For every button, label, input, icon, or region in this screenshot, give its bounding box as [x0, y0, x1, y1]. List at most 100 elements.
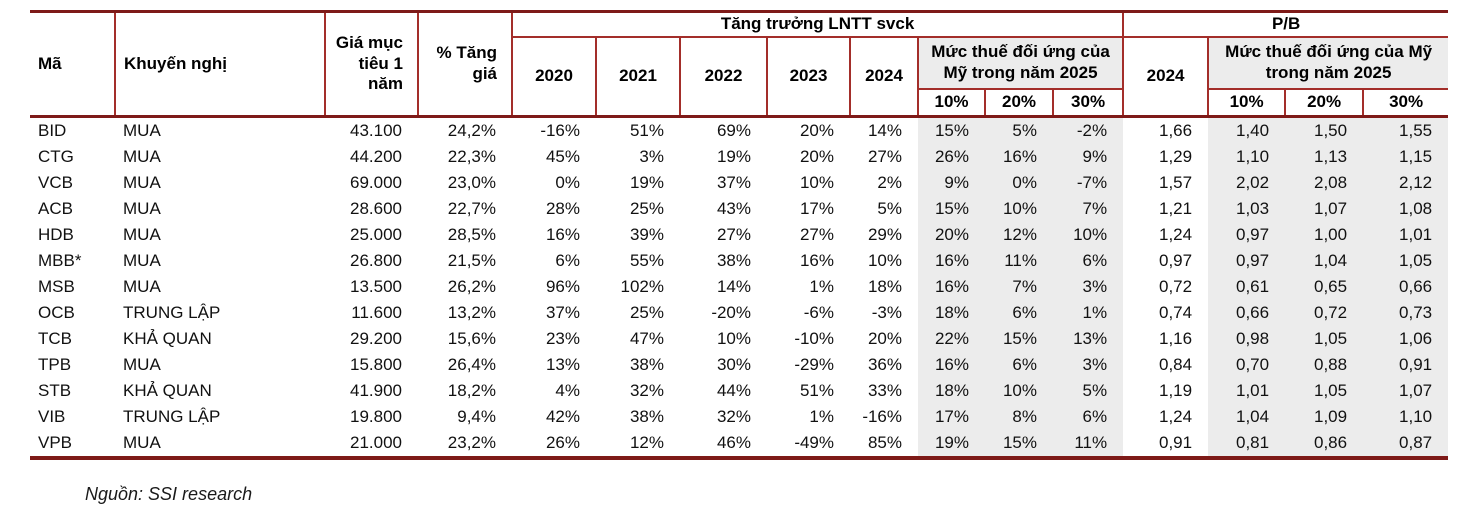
- cell-pb-tariff-10: 1,40: [1208, 115, 1286, 145]
- cell-ticker: CTG: [38, 147, 74, 167]
- cell-target-price: 28.600: [350, 199, 402, 219]
- table-row: HDB MUA 25.000 28,5% 16% 39% 27% 27% 29% 20% 12% 10…: [30, 222, 1449, 249]
- cell-growth-2020: -16%: [512, 115, 596, 145]
- col-header-growth-tariff-30: 30%: [1051, 87, 1125, 118]
- cell-pb-tariff-30: 1,05: [1363, 248, 1449, 275]
- cell-pb-tariff-30: 1,06: [1363, 326, 1449, 353]
- cell-recommendation: MUA: [123, 251, 161, 271]
- col-group-pb: P/B: [1122, 9, 1449, 38]
- cell-growth-2024: 14%: [850, 115, 918, 145]
- cell-ticker: VIB: [38, 407, 66, 427]
- cell-growth-2020: 42%: [545, 407, 580, 427]
- cell-growth-tariff-30: 10%: [1053, 222, 1124, 249]
- cell-pb-tariff-10: 1,03: [1208, 196, 1286, 223]
- cell-growth-2023: -6%: [803, 303, 834, 323]
- table-row: ACB MUA 28.600 22,7% 28% 25% 43% 17% 5% 15% 10% 7% 1…: [30, 196, 1449, 223]
- cell-target-price: 44.200: [350, 147, 402, 167]
- cell-growth-tariff-10: 9%: [918, 170, 985, 197]
- cell-growth-2020: 13%: [545, 355, 580, 375]
- header-row-years: 2020 2021 2022 2023 2024 Mức thuế đối ứn…: [30, 35, 1449, 118]
- cell-growth-tariff-10: 20%: [918, 222, 985, 249]
- cell-upside: 23,2%: [418, 430, 512, 461]
- cell-growth-2021: 102%: [620, 277, 664, 297]
- cell-pb-tariff-20: 1,05: [1285, 326, 1364, 353]
- cell-pb-tariff-30: 0,91: [1363, 352, 1449, 379]
- cell-growth-2021: 19%: [629, 173, 664, 193]
- cell-pb-2024: 0,91: [1123, 430, 1209, 461]
- cell-pb-tariff-10: 0,66: [1208, 300, 1286, 327]
- cell-growth-tariff-10: 15%: [918, 115, 985, 145]
- pb-tariff-label: Mức thuế đối ứng của Mỹ trong năm 2025: [1207, 35, 1449, 90]
- cell-pb-tariff-20: 1,07: [1285, 196, 1364, 223]
- cell-growth-2024: -16%: [862, 407, 902, 427]
- table-row: TCB KHẢ QUAN 29.200 15,6% 23% 47% 10% -10% 20% 22…: [30, 326, 1449, 353]
- cell-recommendation: TRUNG LẬP: [123, 303, 221, 323]
- cell-growth-tariff-20: 6%: [985, 300, 1053, 327]
- cell-pb-tariff-20: 0,72: [1285, 300, 1364, 327]
- cell-growth-2023: 1%: [809, 277, 834, 297]
- col-group-growth: Tăng trưởng LNTT svck: [510, 9, 1125, 38]
- cell-growth-tariff-10: 22%: [918, 326, 985, 353]
- cell-growth-2024: 20%: [867, 329, 902, 349]
- cell-growth-2021: 3%: [639, 147, 664, 167]
- cell-pb-tariff-30: 1,55: [1363, 115, 1449, 145]
- cell-growth-2020: 6%: [555, 251, 580, 271]
- cell-growth-2021: 25%: [629, 199, 664, 219]
- col-header-year-2022: 2022: [679, 35, 768, 118]
- cell-upside: 21,5%: [447, 251, 496, 271]
- cell-growth-2020: 0%: [555, 173, 580, 193]
- cell-growth-tariff-30: 6%: [1053, 248, 1124, 275]
- cell-pb-2024: 0,72: [1159, 277, 1193, 297]
- col-header-ticker: Mã: [30, 9, 116, 118]
- cell-growth-2023: -10%: [794, 329, 834, 349]
- cell-pb-tariff-30: 0,73: [1363, 300, 1449, 327]
- cell-growth-2021: 47%: [629, 329, 664, 349]
- cell-growth-2022: 32%: [716, 407, 751, 427]
- cell-ticker: TCB: [38, 329, 72, 349]
- cell-pb-tariff-30: 1,15: [1363, 144, 1449, 171]
- cell-growth-tariff-30: 13%: [1053, 326, 1124, 353]
- cell-growth-2024: 33%: [867, 381, 902, 401]
- cell-ticker: VPB: [30, 430, 115, 461]
- cell-growth-2023: 51%: [799, 381, 834, 401]
- cell-growth-2022: -20%: [711, 303, 751, 323]
- cell-growth-tariff-20: 8%: [985, 404, 1053, 431]
- cell-growth-tariff-20: 16%: [985, 144, 1053, 171]
- cell-ticker: MSB: [38, 277, 75, 297]
- cell-growth-tariff-20: 12%: [985, 222, 1053, 249]
- cell-pb-2024: 1,24: [1159, 225, 1193, 245]
- cell-growth-2023: 20%: [767, 115, 850, 145]
- cell-growth-2024: 85%: [850, 430, 918, 461]
- cell-target-price: 11.600: [351, 303, 402, 323]
- cell-ticker: VCB: [38, 173, 73, 193]
- col-header-upside: % Tăng giá: [417, 9, 513, 118]
- cell-recommendation: MUA: [123, 355, 161, 375]
- table-row: BID MUA 43.100 24,2% -16% 51% 69% 20% 14% 15% 5% -2…: [30, 115, 1449, 145]
- cell-pb-2024: 1,19: [1159, 381, 1193, 401]
- cell-growth-2022: 19%: [716, 147, 751, 167]
- cell-upside: 24,2%: [418, 115, 512, 145]
- cell-upside: 23,0%: [447, 173, 496, 193]
- cell-growth-tariff-20: 6%: [985, 352, 1053, 379]
- col-header-year-2024: 2024: [849, 35, 919, 118]
- cell-growth-2023: 17%: [799, 199, 834, 219]
- cell-target-price: 43.100: [325, 115, 418, 145]
- cell-upside: 13,2%: [447, 303, 496, 323]
- cell-pb-2024: 0,97: [1159, 251, 1193, 271]
- cell-growth-2020: 4%: [555, 381, 580, 401]
- cell-growth-tariff-30: -7%: [1053, 170, 1124, 197]
- cell-growth-2024: -3%: [871, 303, 902, 323]
- cell-growth-2024: 10%: [867, 251, 902, 271]
- table-row: OCB TRUNG LẬP 11.600 13,2% 37% 25% -20% -6% -3% 1…: [30, 300, 1449, 327]
- cell-pb-tariff-20: 1,05: [1285, 378, 1364, 405]
- cell-growth-tariff-20: 0%: [985, 170, 1053, 197]
- cell-ticker: TPB: [38, 355, 72, 375]
- cell-growth-2021: 38%: [629, 355, 664, 375]
- cell-pb-tariff-30: 2,12: [1363, 170, 1449, 197]
- table-row: VPB MUA 21.000 23,2% 26% 12% 46% -49% 85% 19% 15% 1…: [30, 430, 1449, 461]
- cell-growth-2022: 46%: [680, 430, 767, 461]
- cell-target-price: 25.000: [350, 225, 402, 245]
- cell-upside: 18,2%: [447, 381, 496, 401]
- cell-growth-tariff-20: 15%: [985, 430, 1053, 461]
- col-header-growth-tariff-10: 10%: [917, 87, 986, 118]
